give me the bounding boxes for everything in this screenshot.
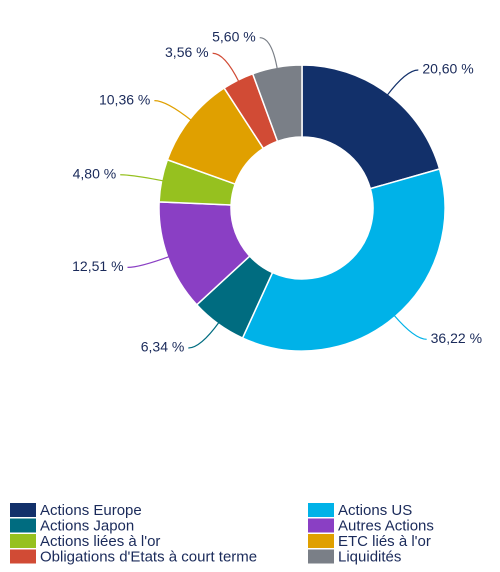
legend-swatch	[308, 518, 334, 533]
legend-swatch	[308, 534, 334, 548]
data-label: 36,22 %	[431, 330, 482, 346]
legend-label: Autres Actions	[338, 517, 434, 534]
legend-label: Actions Japon	[40, 517, 134, 534]
data-label: 10,36 %	[99, 91, 150, 107]
legend-label: Obligations d'Etats à court terme	[40, 548, 257, 565]
data-label: 5,60 %	[212, 28, 256, 44]
leader-line	[120, 174, 164, 182]
legend-label: Actions Europe	[40, 502, 142, 519]
data-label: 4,80 %	[73, 165, 117, 181]
legend-swatch	[308, 503, 334, 517]
legend-label: Actions US	[338, 502, 412, 519]
legend-label: Liquidités	[338, 548, 401, 565]
data-label: 20,60 %	[422, 61, 473, 77]
leader-line	[393, 314, 427, 340]
legend-swatch	[10, 534, 36, 548]
data-label: 12,51 %	[72, 258, 123, 274]
slice	[251, 64, 303, 143]
legend-label: Actions liées à l'or	[40, 533, 160, 550]
leader-line	[386, 69, 419, 96]
leader-line	[188, 321, 220, 349]
leader-line	[127, 255, 170, 268]
legend-swatch	[10, 549, 36, 564]
leader-line	[259, 37, 278, 70]
legend-swatch	[10, 503, 36, 517]
leader-line	[154, 100, 192, 121]
data-label: 3,56 %	[165, 44, 209, 60]
legend-swatch	[10, 518, 36, 533]
slice	[241, 168, 446, 352]
data-label: 6,34 %	[141, 339, 185, 355]
legend-label: ETC liés à l'or	[338, 533, 431, 550]
slice	[301, 64, 441, 190]
leader-line	[212, 52, 240, 83]
legend-swatch	[308, 549, 334, 564]
